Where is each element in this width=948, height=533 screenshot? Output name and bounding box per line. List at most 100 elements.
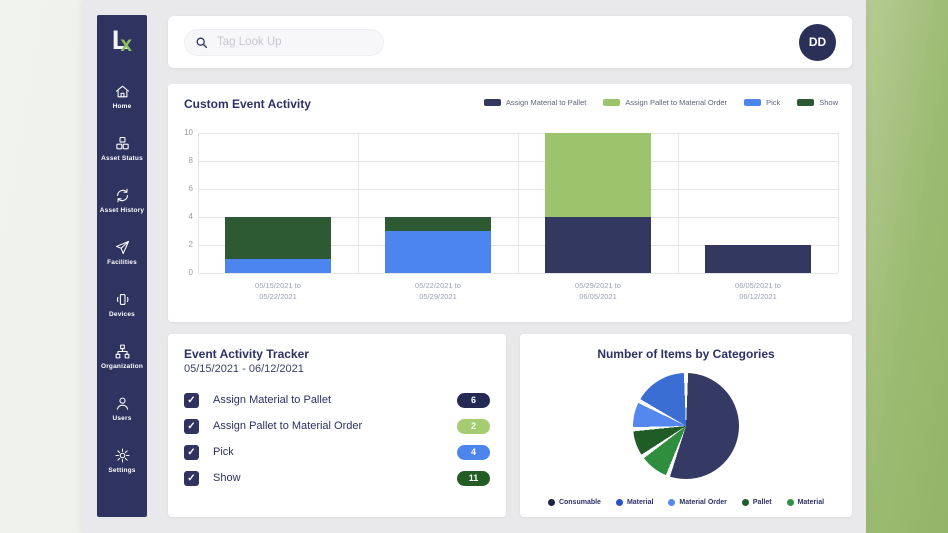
tracker-rows: ✓ Assign Material to Pallet 6 ✓ Assign Palle…: [184, 392, 490, 496]
tracker-row-assign-material-to-pallet: ✓ Assign Material to Pallet 6: [184, 392, 490, 408]
asset-status-icon: [114, 135, 131, 152]
legend-swatch: [483, 99, 501, 106]
users-icon: [114, 395, 131, 412]
count-badge: 6: [457, 392, 490, 408]
bar-stack: [705, 245, 811, 273]
legend-label: Pick: [766, 98, 781, 107]
bar-segment: [545, 217, 651, 273]
tracker-row-label: Assign Material to Pallet: [213, 394, 331, 406]
tracker-date-range: 05/15/2021 - 06/12/2021: [184, 363, 304, 375]
sidebar-item-label: Organization: [100, 363, 144, 370]
pie-legend-item[interactable]: Pallet: [741, 499, 772, 506]
sidebar-item-asset-history[interactable]: Asset History: [97, 187, 147, 214]
search-icon: [195, 36, 208, 49]
logo-letter-x: x: [120, 32, 133, 56]
count-badge: 2: [457, 418, 490, 434]
y-axis-tick: 10: [184, 128, 193, 137]
bar-column: [678, 133, 838, 273]
legend-label: Assign Pallet to Material Order: [625, 98, 728, 107]
gridline-v: [838, 133, 839, 273]
app-logo[interactable]: L x: [97, 15, 147, 65]
pie-legend-label: Consumable: [558, 499, 601, 506]
devices-icon: [114, 291, 131, 308]
pie-legend-item[interactable]: Material: [615, 499, 654, 506]
organization-icon: [114, 343, 131, 360]
gridline-v: [198, 133, 199, 273]
custom-event-activity-card: Custom Event Activity Assign Material to…: [168, 84, 852, 322]
sidebar-item-organization[interactable]: Organization: [97, 343, 147, 370]
pie-legend-dot: [786, 499, 794, 506]
x-axis-labels: 05/15/2021 to 05/22/2021 05/22/2021 to 05…: [198, 280, 838, 303]
pie-legend-item[interactable]: Consumable: [547, 499, 601, 506]
search-box[interactable]: [184, 28, 384, 56]
bars-row: [198, 133, 838, 273]
tracker-checkbox[interactable]: ✓: [184, 470, 199, 486]
y-axis-tick: 6: [188, 184, 193, 193]
pie-legend-label: Material Order: [679, 499, 727, 506]
search-input[interactable]: [215, 35, 373, 49]
legend-swatch: [603, 99, 621, 106]
tracker-checkbox[interactable]: ✓: [184, 418, 199, 434]
x-axis-label: 05/15/2021 to 05/22/2021: [255, 281, 301, 302]
tracker-row-label: Pick: [213, 446, 234, 458]
pie-legend-dot: [668, 499, 676, 506]
bar-column: [358, 133, 518, 273]
sidebar-nav: Home Asset Status Asset History Facilities D…: [97, 83, 147, 474]
x-axis-label: 05/22/2021 to 05/29/2021: [415, 281, 461, 302]
gridline-v: [678, 133, 679, 273]
legend-item[interactable]: Show: [797, 98, 838, 107]
sidebar-item-users[interactable]: Users: [97, 395, 147, 422]
y-axis-tick: 2: [188, 240, 193, 249]
sidebar-item-label: Asset Status: [101, 155, 143, 162]
pie-legend-dot: [615, 499, 623, 506]
pie-legend: Consumable Material Material Order Pallet Ma…: [520, 499, 852, 506]
sidebar-item-asset-status[interactable]: Asset Status: [97, 135, 147, 162]
legend-swatch: [797, 99, 815, 106]
sidebar: L x Home Asset Status Asset History Facilit…: [97, 15, 147, 517]
tracker-checkbox[interactable]: ✓: [184, 444, 199, 460]
x-axis-label: 06/05/2021 to 06/12/2021: [735, 281, 781, 302]
count-badge: 4: [457, 444, 490, 460]
pie-legend-label: Material: [626, 499, 654, 506]
legend-swatch: [744, 99, 762, 106]
pie-chart: [633, 373, 739, 479]
pie-legend-label: Pallet: [752, 499, 772, 506]
sidebar-item-facilities[interactable]: Facilities: [97, 239, 147, 266]
sidebar-item-label: Users: [112, 415, 132, 422]
bar-chart-legend: Assign Material to Pallet Assign Pallet t…: [483, 98, 838, 107]
tracker-row-label: Assign Pallet to Material Order: [213, 420, 363, 432]
bar-stack: [545, 133, 651, 273]
pie-legend-item[interactable]: Material: [786, 499, 825, 506]
items-by-categories-card: Number of Items by Categories Consumable…: [520, 334, 852, 517]
bar-stack: [385, 217, 491, 273]
sidebar-item-label: Home: [112, 103, 132, 110]
y-axis-tick: 8: [188, 156, 193, 165]
bar-segment: [225, 217, 331, 259]
sidebar-item-settings[interactable]: Settings: [97, 447, 147, 474]
bar-segment: [545, 133, 651, 217]
y-axis-tick: 0: [188, 268, 193, 277]
bar-plot: 0 2 4 6 8 10: [184, 128, 839, 277]
avatar[interactable]: DD: [799, 23, 836, 61]
legend-item[interactable]: Assign Material to Pallet: [483, 98, 586, 107]
facilities-icon: [114, 239, 131, 256]
pie-chart-title: Number of Items by Categories: [597, 347, 775, 361]
sidebar-item-devices[interactable]: Devices: [97, 291, 147, 318]
sidebar-item-label: Asset History: [99, 207, 145, 214]
sidebar-item-label: Facilities: [107, 259, 137, 266]
pie-legend-dot: [741, 499, 749, 506]
sidebar-item-home[interactable]: Home: [97, 83, 147, 110]
event-activity-tracker-card: Event Activity Tracker 05/15/2021 - 06/1…: [168, 334, 506, 517]
pie-legend-label: Material: [797, 499, 825, 506]
pie-legend-item[interactable]: Material Order: [668, 499, 727, 506]
home-icon: [114, 83, 131, 100]
bar-column: [198, 133, 358, 273]
tracker-checkbox[interactable]: ✓: [184, 392, 199, 408]
legend-item[interactable]: Pick: [744, 98, 780, 107]
gridline-h: [198, 273, 838, 274]
legend-label: Show: [819, 98, 838, 107]
legend-item[interactable]: Assign Pallet to Material Order: [603, 98, 727, 107]
settings-icon: [114, 447, 131, 464]
gridline-v: [358, 133, 359, 273]
